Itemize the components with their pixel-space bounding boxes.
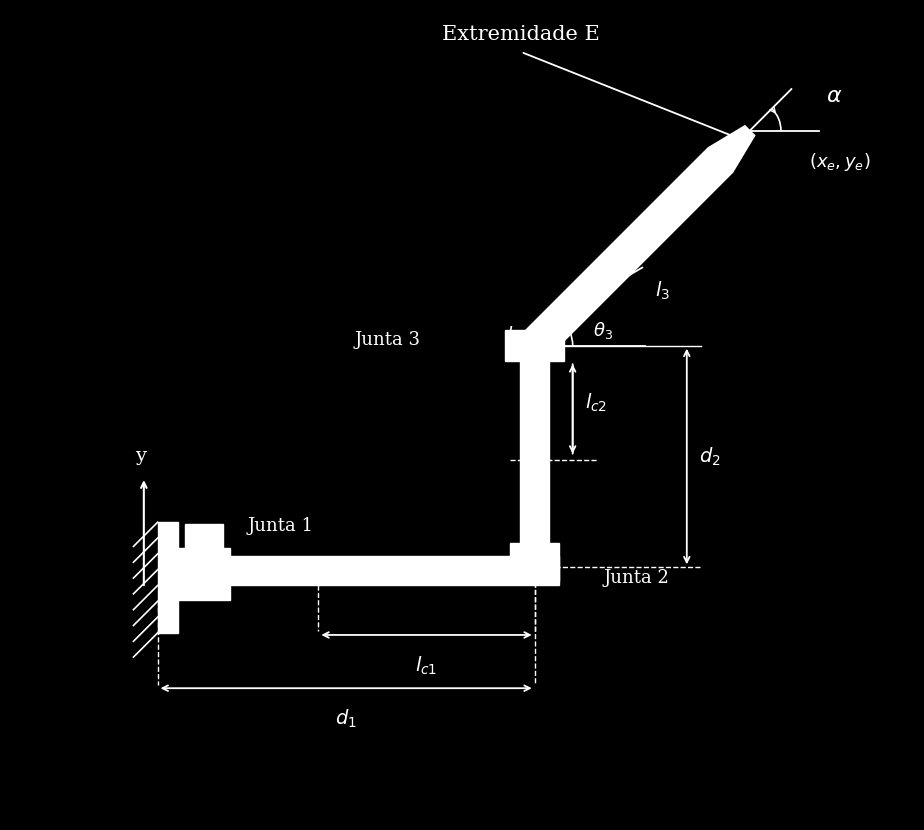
- Bar: [158, 522, 178, 632]
- Text: Junta 2: Junta 2: [603, 569, 670, 587]
- Text: $\theta_3$: $\theta_3$: [593, 320, 614, 341]
- Text: Extremidade E: Extremidade E: [442, 25, 600, 44]
- Bar: [226, 556, 559, 585]
- Polygon shape: [522, 148, 733, 358]
- Text: $d_1$: $d_1$: [335, 707, 357, 730]
- Text: Junta 1: Junta 1: [248, 516, 313, 535]
- Text: $l_{c1}$: $l_{c1}$: [416, 654, 438, 676]
- Text: $(x_e, y_e)$: $(x_e, y_e)$: [808, 151, 870, 173]
- Text: y: y: [135, 447, 146, 465]
- Bar: [178, 548, 230, 600]
- Text: $l_{c3}$: $l_{c3}$: [505, 325, 529, 347]
- Text: $\alpha$: $\alpha$: [826, 85, 843, 107]
- Bar: [510, 543, 559, 581]
- Bar: [186, 524, 224, 548]
- Text: $l_3$: $l_3$: [654, 280, 670, 302]
- Text: $d_2$: $d_2$: [699, 446, 721, 467]
- Polygon shape: [709, 126, 755, 172]
- Text: Junta 3: Junta 3: [355, 331, 420, 349]
- Text: $l_{c2}$: $l_{c2}$: [585, 392, 607, 414]
- Bar: [505, 330, 564, 361]
- Bar: [520, 342, 549, 543]
